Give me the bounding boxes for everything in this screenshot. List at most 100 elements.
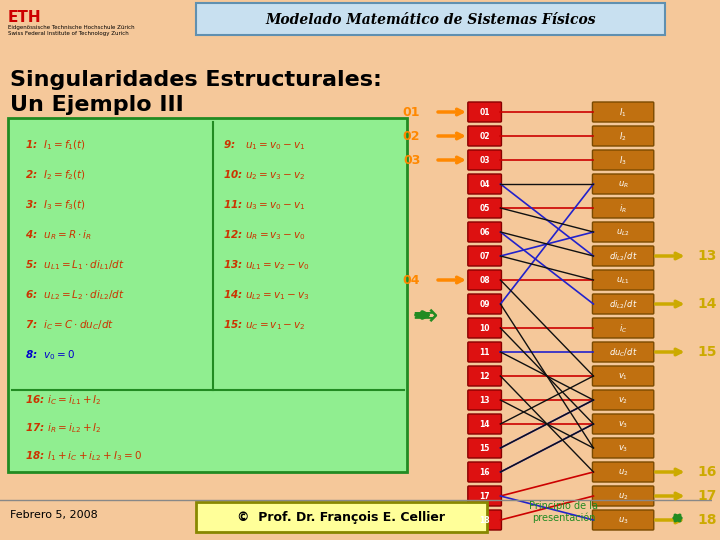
Text: 3:  $I_3 = f_3(t)$: 3: $I_3 = f_3(t)$ (24, 198, 86, 212)
Text: 02: 02 (480, 132, 490, 141)
FancyBboxPatch shape (468, 294, 501, 314)
FancyBboxPatch shape (468, 126, 501, 146)
Text: Modelado Matemático de Sistemas Físicos: Modelado Matemático de Sistemas Físicos (265, 13, 595, 27)
FancyBboxPatch shape (593, 462, 654, 482)
Text: 06: 06 (480, 228, 490, 237)
Text: 5:  $u_{L1} = L_1 \cdot di_{L1}/dt$: 5: $u_{L1} = L_1 \cdot di_{L1}/dt$ (24, 258, 125, 272)
FancyBboxPatch shape (196, 502, 487, 532)
Text: $di_{L2}/dt$: $di_{L2}/dt$ (609, 298, 637, 310)
Text: 01: 01 (480, 108, 490, 117)
Text: 04: 04 (403, 273, 420, 287)
Text: 10: 10 (480, 324, 490, 333)
FancyBboxPatch shape (593, 174, 654, 194)
Text: Un Ejemplo III: Un Ejemplo III (10, 95, 184, 115)
Text: $u_{L1}$: $u_{L1}$ (616, 275, 630, 286)
FancyBboxPatch shape (468, 198, 501, 218)
Text: 12: $u_R = v_3 - v_0$: 12: $u_R = v_3 - v_0$ (222, 228, 305, 242)
FancyBboxPatch shape (593, 222, 654, 242)
Text: $v_3$: $v_3$ (618, 443, 629, 454)
Text: 17: 17 (480, 492, 490, 501)
Text: 15: 15 (697, 345, 717, 359)
Text: 14: 14 (697, 297, 717, 311)
Text: $I_1$: $I_1$ (619, 106, 627, 119)
FancyBboxPatch shape (593, 486, 654, 506)
Text: $di_{L2}/dt$: $di_{L2}/dt$ (609, 250, 637, 263)
Text: 16: 16 (480, 468, 490, 477)
FancyBboxPatch shape (593, 390, 654, 410)
Text: 16: 16 (697, 465, 716, 479)
Text: 14: 14 (480, 420, 490, 429)
FancyBboxPatch shape (468, 486, 501, 506)
Text: 14: $u_{L2} = v_1 - v_3$: 14: $u_{L2} = v_1 - v_3$ (222, 288, 309, 302)
Text: $u_{L2}$: $u_{L2}$ (616, 227, 630, 238)
FancyBboxPatch shape (468, 246, 501, 266)
Text: $\Rightarrow$: $\Rightarrow$ (408, 300, 439, 329)
Text: 13: 13 (697, 249, 716, 263)
Text: Eidgenössische Technische Hochschule Zürich: Eidgenössische Technische Hochschule Zür… (8, 25, 135, 30)
Text: 1:  $I_1 = f_1(t)$: 1: $I_1 = f_1(t)$ (24, 138, 86, 152)
Text: Swiss Federal Institute of Technology Zurich: Swiss Federal Institute of Technology Zu… (8, 31, 129, 37)
Text: 04: 04 (480, 180, 490, 189)
FancyBboxPatch shape (468, 102, 501, 122)
FancyBboxPatch shape (468, 414, 501, 434)
Text: 18: 18 (480, 516, 490, 525)
Text: $i_C$: $i_C$ (619, 322, 627, 335)
FancyBboxPatch shape (593, 150, 654, 170)
FancyBboxPatch shape (593, 318, 654, 338)
FancyBboxPatch shape (468, 342, 501, 362)
Text: 08: 08 (480, 276, 490, 285)
FancyBboxPatch shape (468, 150, 501, 170)
Text: 8:  $v_0 = 0$: 8: $v_0 = 0$ (24, 348, 75, 362)
Text: $v_3$: $v_3$ (618, 419, 629, 430)
Text: 6:  $u_{L2} = L_2 \cdot di_{L2}/dt$: 6: $u_{L2} = L_2 \cdot di_{L2}/dt$ (24, 288, 125, 302)
Text: 16: $i_C = i_{L1} + I_2$: 16: $i_C = i_{L1} + I_2$ (24, 393, 102, 407)
Text: 10: $u_2 = v_3 - v_2$: 10: $u_2 = v_3 - v_2$ (222, 168, 305, 182)
FancyBboxPatch shape (593, 126, 654, 146)
Text: 01: 01 (403, 105, 420, 118)
FancyBboxPatch shape (593, 270, 654, 290)
Text: $v_1$: $v_1$ (618, 372, 628, 382)
Text: $I_3$: $I_3$ (619, 154, 627, 167)
Text: ©  Prof. Dr. François E. Cellier: © Prof. Dr. François E. Cellier (237, 511, 445, 524)
Text: 07: 07 (480, 252, 490, 261)
FancyBboxPatch shape (593, 198, 654, 218)
Text: 18: $I_1 + i_C + i_{L2} + I_3 = 0$: 18: $I_1 + i_C + i_{L2} + I_3 = 0$ (24, 449, 142, 463)
FancyBboxPatch shape (468, 318, 501, 338)
FancyBboxPatch shape (468, 366, 501, 386)
FancyBboxPatch shape (593, 294, 654, 314)
Text: 09: 09 (480, 300, 490, 309)
Text: 11: 11 (480, 348, 490, 357)
Text: 4:  $u_R = R \cdot i_R$: 4: $u_R = R \cdot i_R$ (24, 228, 91, 242)
FancyBboxPatch shape (593, 510, 654, 530)
FancyBboxPatch shape (468, 438, 501, 458)
Text: 2:  $I_2 = f_2(t)$: 2: $I_2 = f_2(t)$ (24, 168, 86, 182)
FancyBboxPatch shape (8, 118, 408, 472)
Text: 05: 05 (480, 204, 490, 213)
FancyBboxPatch shape (468, 462, 501, 482)
Text: 13: $u_{L1} = v_2 - v_0$: 13: $u_{L1} = v_2 - v_0$ (222, 258, 309, 272)
FancyBboxPatch shape (593, 102, 654, 122)
Text: 18: 18 (697, 513, 717, 527)
Text: 03: 03 (403, 153, 420, 166)
Text: 17: 17 (697, 489, 716, 503)
Text: Febrero 5, 2008: Febrero 5, 2008 (10, 510, 98, 520)
Text: 13: 13 (480, 396, 490, 405)
Text: 15: $u_C = v_1 - v_2$: 15: $u_C = v_1 - v_2$ (222, 318, 305, 332)
Text: $u_R$: $u_R$ (618, 179, 629, 190)
Text: 12: 12 (480, 372, 490, 381)
Text: 17: $i_R = i_{L2} + I_2$: 17: $i_R = i_{L2} + I_2$ (24, 421, 102, 435)
Text: 9:   $u_1 = v_0 - v_1$: 9: $u_1 = v_0 - v_1$ (222, 138, 305, 152)
Text: $v_2$: $v_2$ (618, 395, 628, 406)
Text: ETH: ETH (8, 10, 42, 25)
FancyBboxPatch shape (593, 342, 654, 362)
Text: 7:  $i_C = C \cdot du_C/dt$: 7: $i_C = C \cdot du_C/dt$ (24, 318, 114, 332)
Text: 11: $u_3 = v_0 - v_1$: 11: $u_3 = v_0 - v_1$ (222, 198, 305, 212)
Text: 03: 03 (480, 156, 490, 165)
FancyBboxPatch shape (468, 510, 501, 530)
FancyBboxPatch shape (196, 3, 665, 35)
Text: $I_2$: $I_2$ (619, 130, 627, 143)
Text: $u_2$: $u_2$ (618, 467, 629, 478)
Text: 15: 15 (480, 444, 490, 453)
Text: $i_R$: $i_R$ (619, 202, 627, 215)
FancyBboxPatch shape (468, 222, 501, 242)
